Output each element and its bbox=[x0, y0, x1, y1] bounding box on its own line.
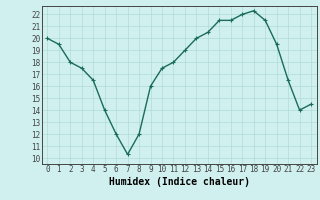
X-axis label: Humidex (Indice chaleur): Humidex (Indice chaleur) bbox=[109, 177, 250, 187]
